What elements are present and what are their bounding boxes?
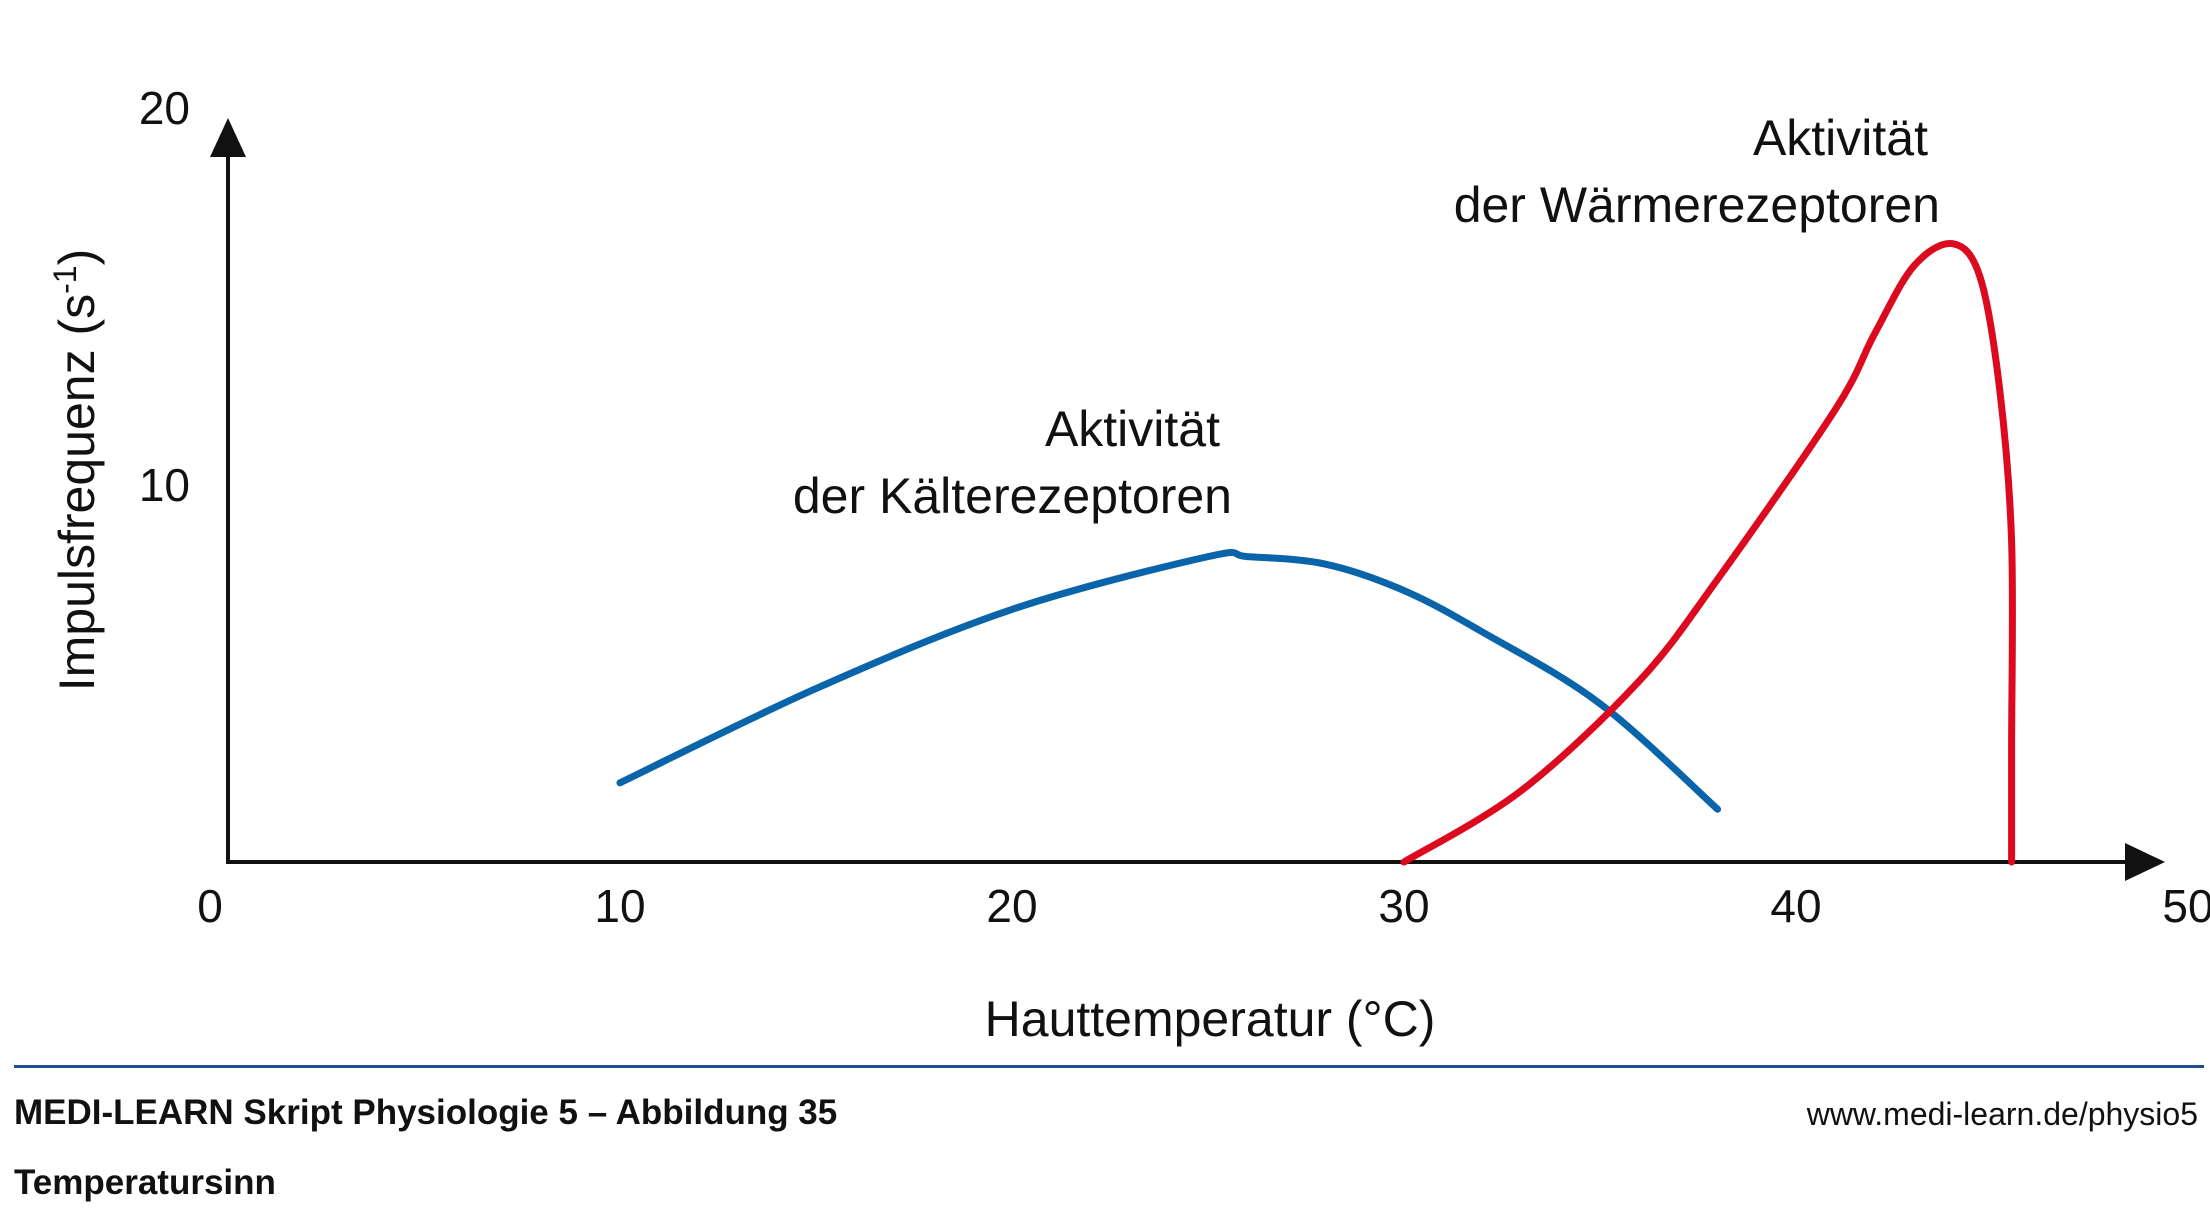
y-tick-labels: 10 20 [139, 82, 190, 511]
series-label-line: der Wärmerezeptoren [1454, 177, 1940, 233]
x-axis-arrow [2125, 843, 2165, 881]
footer-divider [14, 1065, 2204, 1068]
x-tick-label: 40 [1770, 880, 1821, 932]
y-tick-label: 10 [139, 459, 190, 511]
x-tick-label: 0 [197, 880, 223, 932]
y-axis-arrow [210, 118, 246, 157]
footer-subtitle: Temperatursinn [14, 1163, 276, 1202]
y-axis-title-sup: -1 [47, 265, 83, 293]
series-label-line: Aktivität [1045, 401, 1220, 457]
x-tick-labels: 0 10 20 30 40 50 [197, 880, 2210, 932]
series-line-warm-receptors [1400, 240, 2016, 866]
x-tick-label: 50 [2162, 880, 2210, 932]
x-axis-title: Hauttemperatur (°C) [985, 991, 1436, 1047]
series-line-cold-receptors [616, 548, 1722, 813]
x-tick-label: 20 [986, 880, 1037, 932]
footer-url: www.medi-learn.de/physio5 [1806, 1096, 2198, 1132]
y-axis-title-close: ) [49, 249, 105, 266]
footer-title: MEDI-LEARN Skript Physiologie 5 – Abbild… [14, 1093, 838, 1132]
y-axis-title-group: Impulsfrequenz (s-1) [47, 249, 105, 692]
series-label-line: Aktivität [1753, 110, 1928, 166]
series-label-line: der Kälterezeptoren [793, 468, 1232, 524]
y-axis-title: Impulsfrequenz (s-1) [47, 249, 105, 692]
series-layer [616, 240, 2016, 866]
x-tick-label: 10 [594, 880, 645, 932]
series-label-layer: Aktivität der Kälterezeptoren Aktivität der… [793, 110, 1940, 524]
x-tick-label: 30 [1378, 880, 1429, 932]
y-axis-title-main: Impulsfrequenz (s [49, 294, 105, 691]
y-tick-label: 20 [139, 82, 190, 134]
